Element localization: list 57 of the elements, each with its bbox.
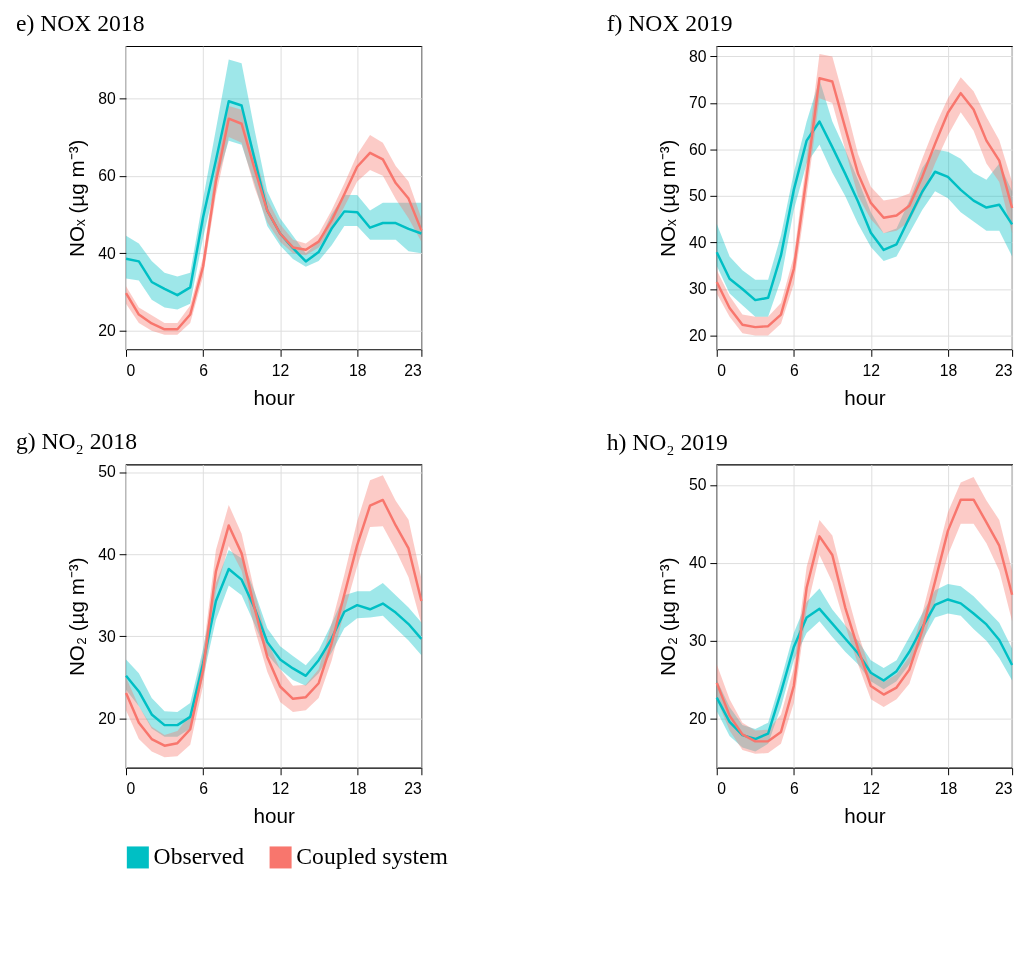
y-tick-label: 40 [98,244,116,262]
y-tick-label: 40 [688,233,707,251]
x-tick-label: 23 [995,779,1013,797]
y-tick-label: 20 [688,326,707,344]
x-tick-label: 0 [126,361,136,379]
x-tick-label: 6 [199,779,209,797]
y-axis-title: NOₓ (µg m⁻³) [656,139,680,258]
x-axis-title: hour [844,386,886,410]
x-tick-label: 23 [404,779,423,797]
y-tick-label: 20 [98,709,116,727]
x-tick-label: 12 [862,361,881,379]
y-tick-label: 80 [98,89,116,107]
x-tick-label: 12 [271,361,290,379]
y-tick-label: 40 [98,545,116,563]
y-axis-title: NOₓ (µg m⁻³) [65,139,89,258]
x-axis-title: hour [253,386,295,410]
x-tick-label: 0 [717,361,727,379]
chart-title: f) NOX 2019 [606,10,733,37]
line-series [124,100,423,297]
line-series [715,598,1014,741]
y-tick-label: 60 [688,140,707,158]
y-tick-label: 40 [688,554,707,572]
chart-title: g) NO₂ 2018 [15,428,137,455]
x-tick-label: 18 [939,779,958,797]
x-tick-label: 18 [348,361,367,379]
y-tick-label: 20 [98,322,116,340]
line-series [124,567,423,727]
x-tick-label: 18 [348,779,367,797]
x-tick-label: 6 [199,361,209,379]
y-tick-label: 50 [688,187,707,205]
legend-label: Coupled system [296,843,448,870]
y-axis-title: NO₂ (µg m⁻³) [65,557,89,677]
y-tick-label: 30 [688,280,707,298]
x-axis-title: hour [253,804,295,828]
x-tick-label: 6 [789,361,799,379]
x-tick-label: 12 [271,779,290,797]
y-tick-label: 30 [98,627,116,645]
y-tick-label: 30 [688,632,707,650]
x-tick-label: 12 [862,779,881,797]
x-tick-label: 23 [995,361,1013,379]
x-tick-label: 0 [126,779,136,797]
chart-title: e) NOX 2018 [15,10,145,37]
y-tick-label: 20 [688,710,707,728]
legend-label: Observed [153,843,245,870]
x-tick-label: 0 [717,779,727,797]
y-tick-label: 50 [98,463,116,481]
x-tick-label: 6 [789,779,799,797]
line-series [715,120,1014,302]
x-axis-title: hour [844,804,886,828]
y-tick-label: 60 [98,167,116,185]
y-tick-label: 70 [688,94,707,112]
x-tick-label: 23 [404,361,423,379]
x-tick-label: 18 [939,361,958,379]
y-tick-label: 80 [688,47,707,65]
y-tick-label: 50 [688,476,707,494]
chart-title: h) NO₂ 2019 [606,428,728,455]
y-axis-title: NO₂ (µg m⁻³) [656,557,680,677]
